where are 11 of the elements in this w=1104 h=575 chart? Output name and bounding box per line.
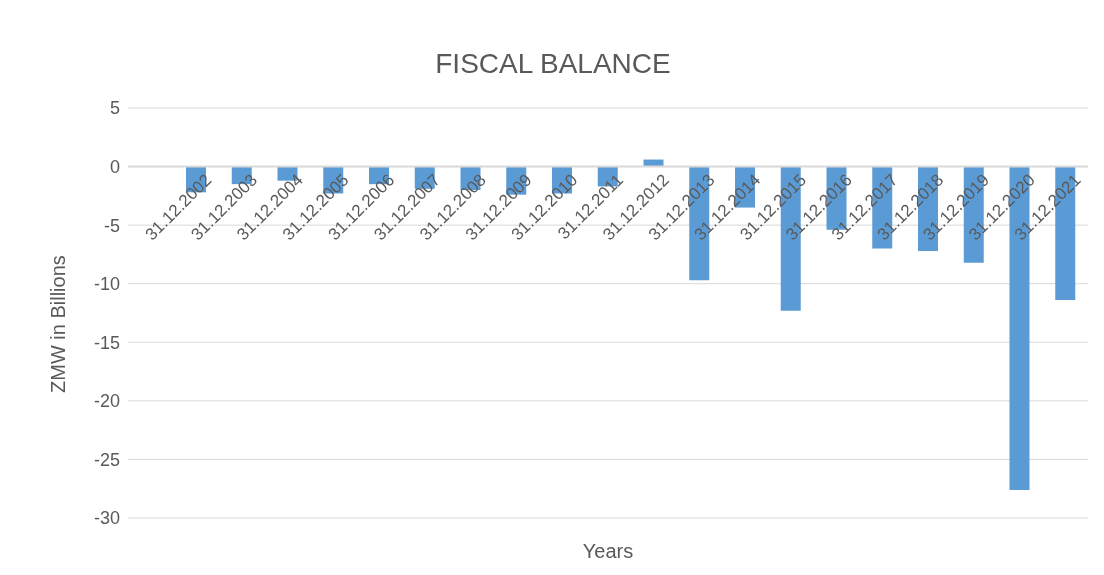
y-tick-label: 0 <box>109 156 120 177</box>
y-tick-label: -20 <box>93 391 120 412</box>
y-axis-title: ZMW in Billions <box>47 255 70 393</box>
y-tick-label: 5 <box>109 98 120 119</box>
y-tick-label: -15 <box>93 332 120 353</box>
x-axis-title: Years <box>582 540 634 562</box>
y-tick-label: -10 <box>93 274 120 295</box>
y-tick-label: -25 <box>93 449 120 470</box>
y-tick-label: -30 <box>93 508 120 529</box>
y-tick-label: -5 <box>103 215 120 236</box>
chart-title: FISCAL BALANCE <box>434 48 672 80</box>
